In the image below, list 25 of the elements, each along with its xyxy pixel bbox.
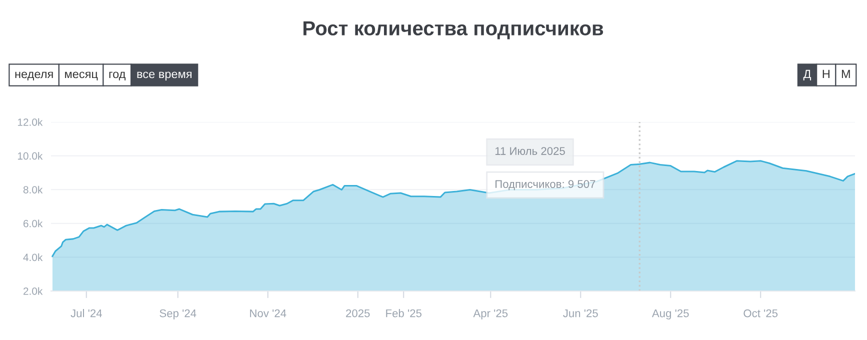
text: неделя xyxy=(15,72,53,80)
chart-title: Рост количества подписчиков xyxy=(304,21,604,40)
text: М xyxy=(842,70,850,78)
y-tick-label: 10.0k xyxy=(18,152,43,160)
y-tick-label: 6.0k xyxy=(24,220,43,228)
x-tick-label: Jun '25 xyxy=(563,309,598,318)
annotation: Подписчиков: 9 507 xyxy=(496,180,596,190)
text: Д xyxy=(803,70,812,80)
text: месяц xyxy=(65,72,98,80)
y-tick-label: 2.0k xyxy=(24,287,43,295)
text: все время xyxy=(137,72,192,80)
y-tick-label: 12.0k xyxy=(18,118,43,126)
x-tick-label: 2025 xyxy=(346,309,370,318)
text: Н xyxy=(822,70,830,78)
text: год xyxy=(109,72,126,80)
x-tick-label: Jul '24 xyxy=(70,309,102,318)
x-tick-label: Aug '25 xyxy=(652,309,689,320)
x-tick-label: Sep '24 xyxy=(160,309,196,320)
x-tick-label: Apr '25 xyxy=(473,309,508,320)
y-tick-label: 8.0k xyxy=(23,186,43,194)
y-tick-label: 4.0k xyxy=(23,253,43,262)
x-tick-label: Oct '25 xyxy=(744,309,778,318)
x-tick-label: Nov '24 xyxy=(250,309,286,318)
annotation: 11 Июль 2025 xyxy=(495,147,565,155)
x-tick-label: Feb '25 xyxy=(386,309,422,318)
